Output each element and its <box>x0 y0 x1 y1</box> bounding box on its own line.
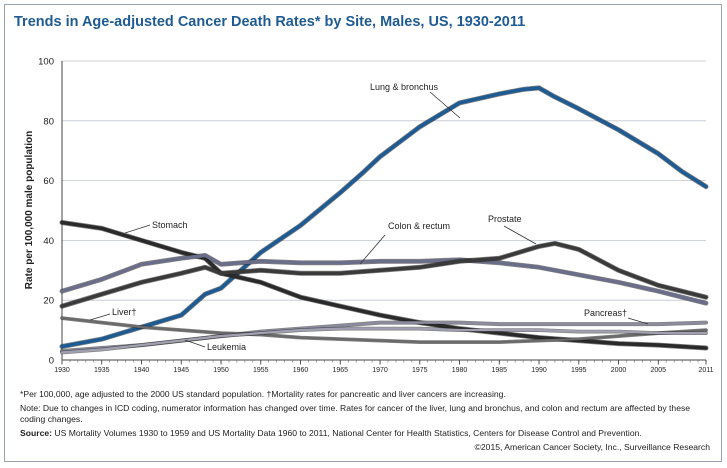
x-tick-label-1965: 1965 <box>332 367 348 374</box>
series-layer <box>59 85 709 355</box>
series-line-leukemia <box>60 327 708 354</box>
y-tick-label-40: 40 <box>43 236 54 247</box>
x-tick-label-1980: 1980 <box>452 367 468 374</box>
leader-line-prostate <box>503 225 537 245</box>
y-axis-label: Rate per 100,000 male population <box>24 131 35 289</box>
source-text: US Mortality Volumes 1930 to 1959 and US… <box>54 428 642 438</box>
source-line: Source: US Mortality Volumes 1930 to 195… <box>20 428 710 439</box>
y-tick-label-100: 100 <box>38 57 54 68</box>
x-tick-label-1945: 1945 <box>173 367 189 374</box>
chart-notes: *Per 100,000, age adjusted to the 2000 U… <box>20 389 710 453</box>
series-line-colon-rectum <box>60 253 708 305</box>
series-line-prostate <box>60 241 708 309</box>
leader-line-leukemia <box>184 339 206 348</box>
leader-line-pancreas <box>627 317 649 325</box>
x-tick-label-1990: 1990 <box>531 367 547 374</box>
x-tick-label-1970: 1970 <box>372 367 388 374</box>
y-tick-label-60: 60 <box>43 176 54 187</box>
x-tick-label-1930: 1930 <box>54 367 70 374</box>
annotation-layer: Lung & bronchus Stomach Colon & rectum Pros… <box>89 82 649 352</box>
x-tick-label-1975: 1975 <box>412 367 428 374</box>
line-chart: 0 20 40 60 80 100 1930 1935 1940 1945 1950 1955 1960… <box>24 57 714 375</box>
copyright: ©2015, American Cancer Society, Inc., Su… <box>474 442 710 452</box>
series-label-liver: Liver† <box>112 307 137 317</box>
x-tick-label-1940: 1940 <box>134 367 150 374</box>
x-tick-label-2000: 2000 <box>611 367 627 374</box>
leader-line-liver <box>89 313 111 321</box>
series-outline-prostate <box>59 240 709 309</box>
x-tick-label-1955: 1955 <box>253 367 269 374</box>
x-tick-label-1935: 1935 <box>94 367 110 374</box>
series-label-leukemia: Leukemia <box>207 342 246 352</box>
x-tick-label-1960: 1960 <box>293 367 309 374</box>
series-label-pancreas: Pancreas† <box>584 308 627 318</box>
coding-note: Note: Due to changes in ICD coding, nume… <box>20 403 691 424</box>
series-line-liver <box>60 316 708 344</box>
x-tick-label-1985: 1985 <box>491 367 507 374</box>
footnote: *Per 100,000, age adjusted to the 2000 U… <box>20 389 506 399</box>
chart-title: Trends in Age-adjusted Cancer Death Rate… <box>14 14 526 30</box>
series-label-colon-rectum: Colon & rectum <box>388 221 450 231</box>
leader-line-stomach <box>124 224 151 234</box>
leader-line-colon-rectum <box>359 234 386 265</box>
y-tick-label-80: 80 <box>43 116 54 127</box>
leader-line-lung-bronchus <box>429 91 461 119</box>
y-tick-label-20: 20 <box>43 296 54 307</box>
x-tick-label-1995: 1995 <box>571 367 587 374</box>
axis-layer: 0 20 40 60 80 100 1930 1935 1940 1945 1950 1955 1960… <box>38 57 713 375</box>
series-label-lung-bronchus: Lung & bronchus <box>370 82 439 92</box>
source-label: Source: <box>20 428 52 438</box>
y-tick-label-0: 0 <box>49 356 54 367</box>
series-line-lung-bronchus <box>60 86 708 349</box>
x-tick-label-2011: 2011 <box>698 367 713 374</box>
x-tick-label-1950: 1950 <box>213 367 229 374</box>
series-label-stomach: Stomach <box>152 220 188 230</box>
x-tick-label-2005: 2005 <box>651 367 667 374</box>
series-line-stomach <box>60 220 708 350</box>
series-label-prostate: Prostate <box>488 214 522 224</box>
